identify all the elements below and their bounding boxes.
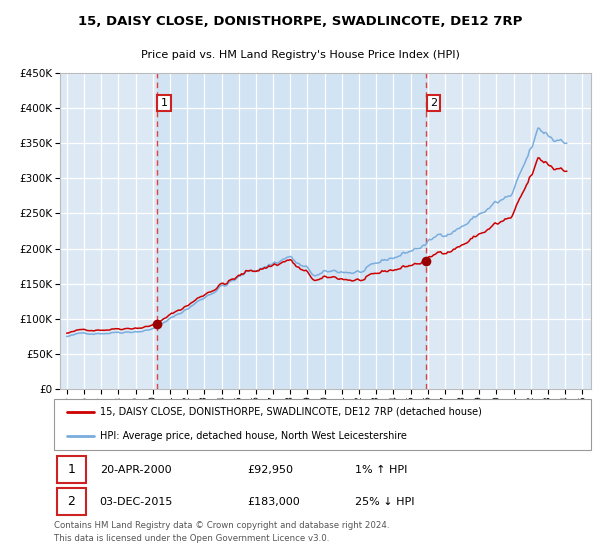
Text: Contains HM Land Registry data © Crown copyright and database right 2024.
This d: Contains HM Land Registry data © Crown c… <box>54 521 389 543</box>
Text: 20-APR-2000: 20-APR-2000 <box>100 465 171 475</box>
Bar <box>56 456 86 483</box>
Text: 2: 2 <box>430 98 437 108</box>
Bar <box>56 488 86 515</box>
Text: £92,950: £92,950 <box>247 465 293 475</box>
Text: 1: 1 <box>160 98 167 108</box>
Text: 15, DAISY CLOSE, DONISTHORPE, SWADLINCOTE, DE12 7RP (detached house): 15, DAISY CLOSE, DONISTHORPE, SWADLINCOT… <box>100 407 482 417</box>
Bar <box>157 73 427 389</box>
Text: £183,000: £183,000 <box>247 497 300 507</box>
Text: 2: 2 <box>68 496 76 508</box>
Text: 25% ↓ HPI: 25% ↓ HPI <box>355 497 414 507</box>
Text: HPI: Average price, detached house, North West Leicestershire: HPI: Average price, detached house, Nort… <box>100 431 407 441</box>
Text: Price paid vs. HM Land Registry's House Price Index (HPI): Price paid vs. HM Land Registry's House … <box>140 50 460 60</box>
Text: 03-DEC-2015: 03-DEC-2015 <box>100 497 173 507</box>
Text: 15, DAISY CLOSE, DONISTHORPE, SWADLINCOTE, DE12 7RP: 15, DAISY CLOSE, DONISTHORPE, SWADLINCOT… <box>78 15 522 29</box>
Text: 1% ↑ HPI: 1% ↑ HPI <box>355 465 407 475</box>
Text: 1: 1 <box>68 463 76 476</box>
